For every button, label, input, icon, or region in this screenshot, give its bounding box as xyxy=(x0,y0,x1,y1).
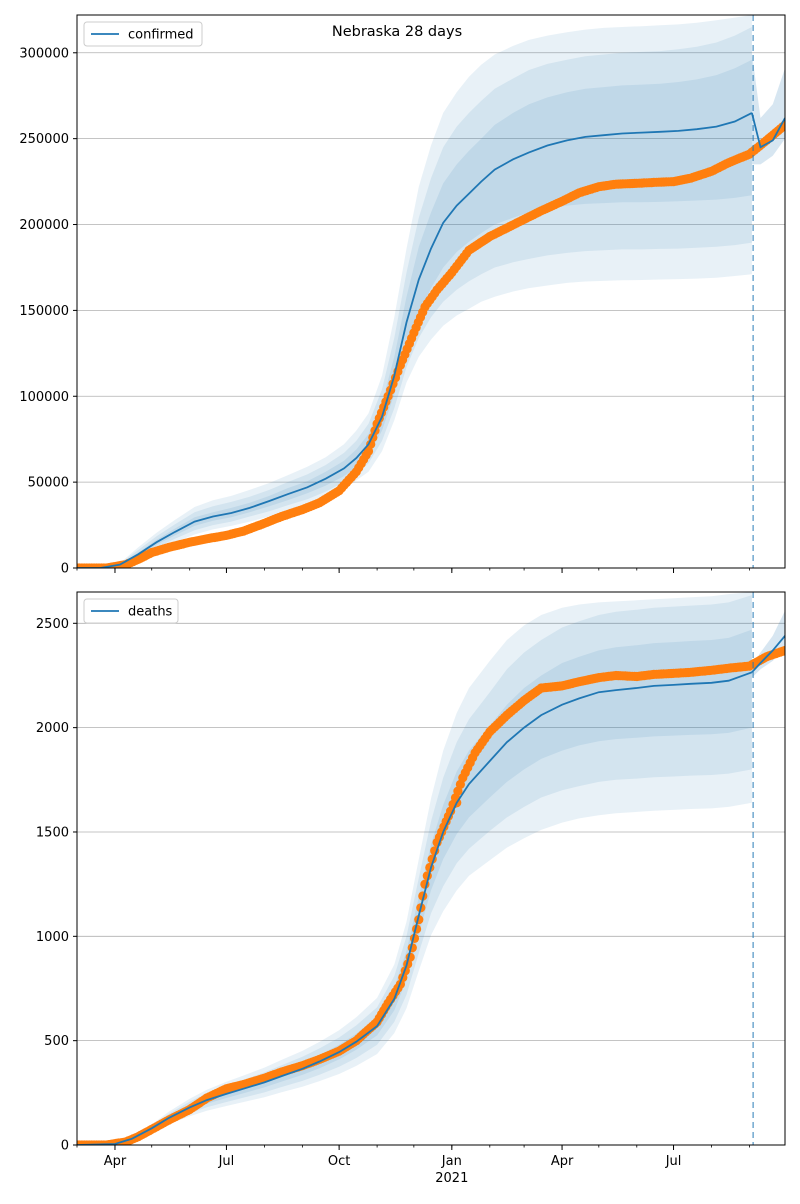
x-year-label: 2021 xyxy=(435,1171,468,1186)
x-tick-label: Jul xyxy=(218,1154,235,1169)
chart-panel-confirmed: 0 50000 100000 150000 200000 250000 300000 conf… xyxy=(19,14,786,577)
legend: confirmed xyxy=(83,21,203,47)
model-line xyxy=(77,112,753,568)
y-tick-label: 200000 xyxy=(19,218,69,233)
uncertainty-band-2 xyxy=(77,595,752,1145)
x-tick-label: Jan xyxy=(441,1154,462,1169)
y-tick-label: 0 xyxy=(61,562,69,577)
model-line xyxy=(77,671,753,1145)
y-tick-label: 100000 xyxy=(19,390,69,405)
observed-point xyxy=(780,645,785,656)
figure-title: Nebraska 28 days xyxy=(332,24,462,40)
plot-area xyxy=(77,15,785,568)
y-tick-label: 1000 xyxy=(36,930,69,945)
y-tick-label: 1500 xyxy=(36,825,69,840)
chart-panel-deaths: 0 500 1000 1500 2000 2500 Apr Jul Oct Jan Apr Jul 20… xyxy=(36,591,786,1186)
x-tick-label: Apr xyxy=(551,1154,574,1169)
observed-point xyxy=(363,446,374,456)
legend-box xyxy=(83,598,179,624)
x-tick-label: Jul xyxy=(665,1154,682,1169)
legend-label: confirmed xyxy=(128,28,194,43)
y-tick-label: 150000 xyxy=(19,304,69,319)
axes-frame xyxy=(76,591,786,1146)
y-tick-label: 300000 xyxy=(19,46,69,61)
y-tick-label: 0 xyxy=(61,1139,69,1154)
x-tick-label: Oct xyxy=(328,1154,350,1169)
y-tick-label: 250000 xyxy=(19,132,69,147)
axes-frame xyxy=(76,14,786,569)
legend-label: deaths xyxy=(128,605,173,620)
plot-area xyxy=(77,592,785,1145)
x-tick-label: Apr xyxy=(104,1154,127,1169)
forecast-line xyxy=(751,635,785,673)
y-tick-label: 2500 xyxy=(36,617,69,632)
legend: deaths xyxy=(83,598,179,624)
y-tick-label: 50000 xyxy=(28,476,69,491)
uncertainty-band-3 xyxy=(77,592,752,1145)
legend-box xyxy=(83,21,203,47)
uncertainty-band-1 xyxy=(77,629,752,1145)
forecast-line xyxy=(751,112,785,149)
y-tick-label: 2000 xyxy=(36,721,69,736)
y-tick-label: 500 xyxy=(44,1034,69,1049)
